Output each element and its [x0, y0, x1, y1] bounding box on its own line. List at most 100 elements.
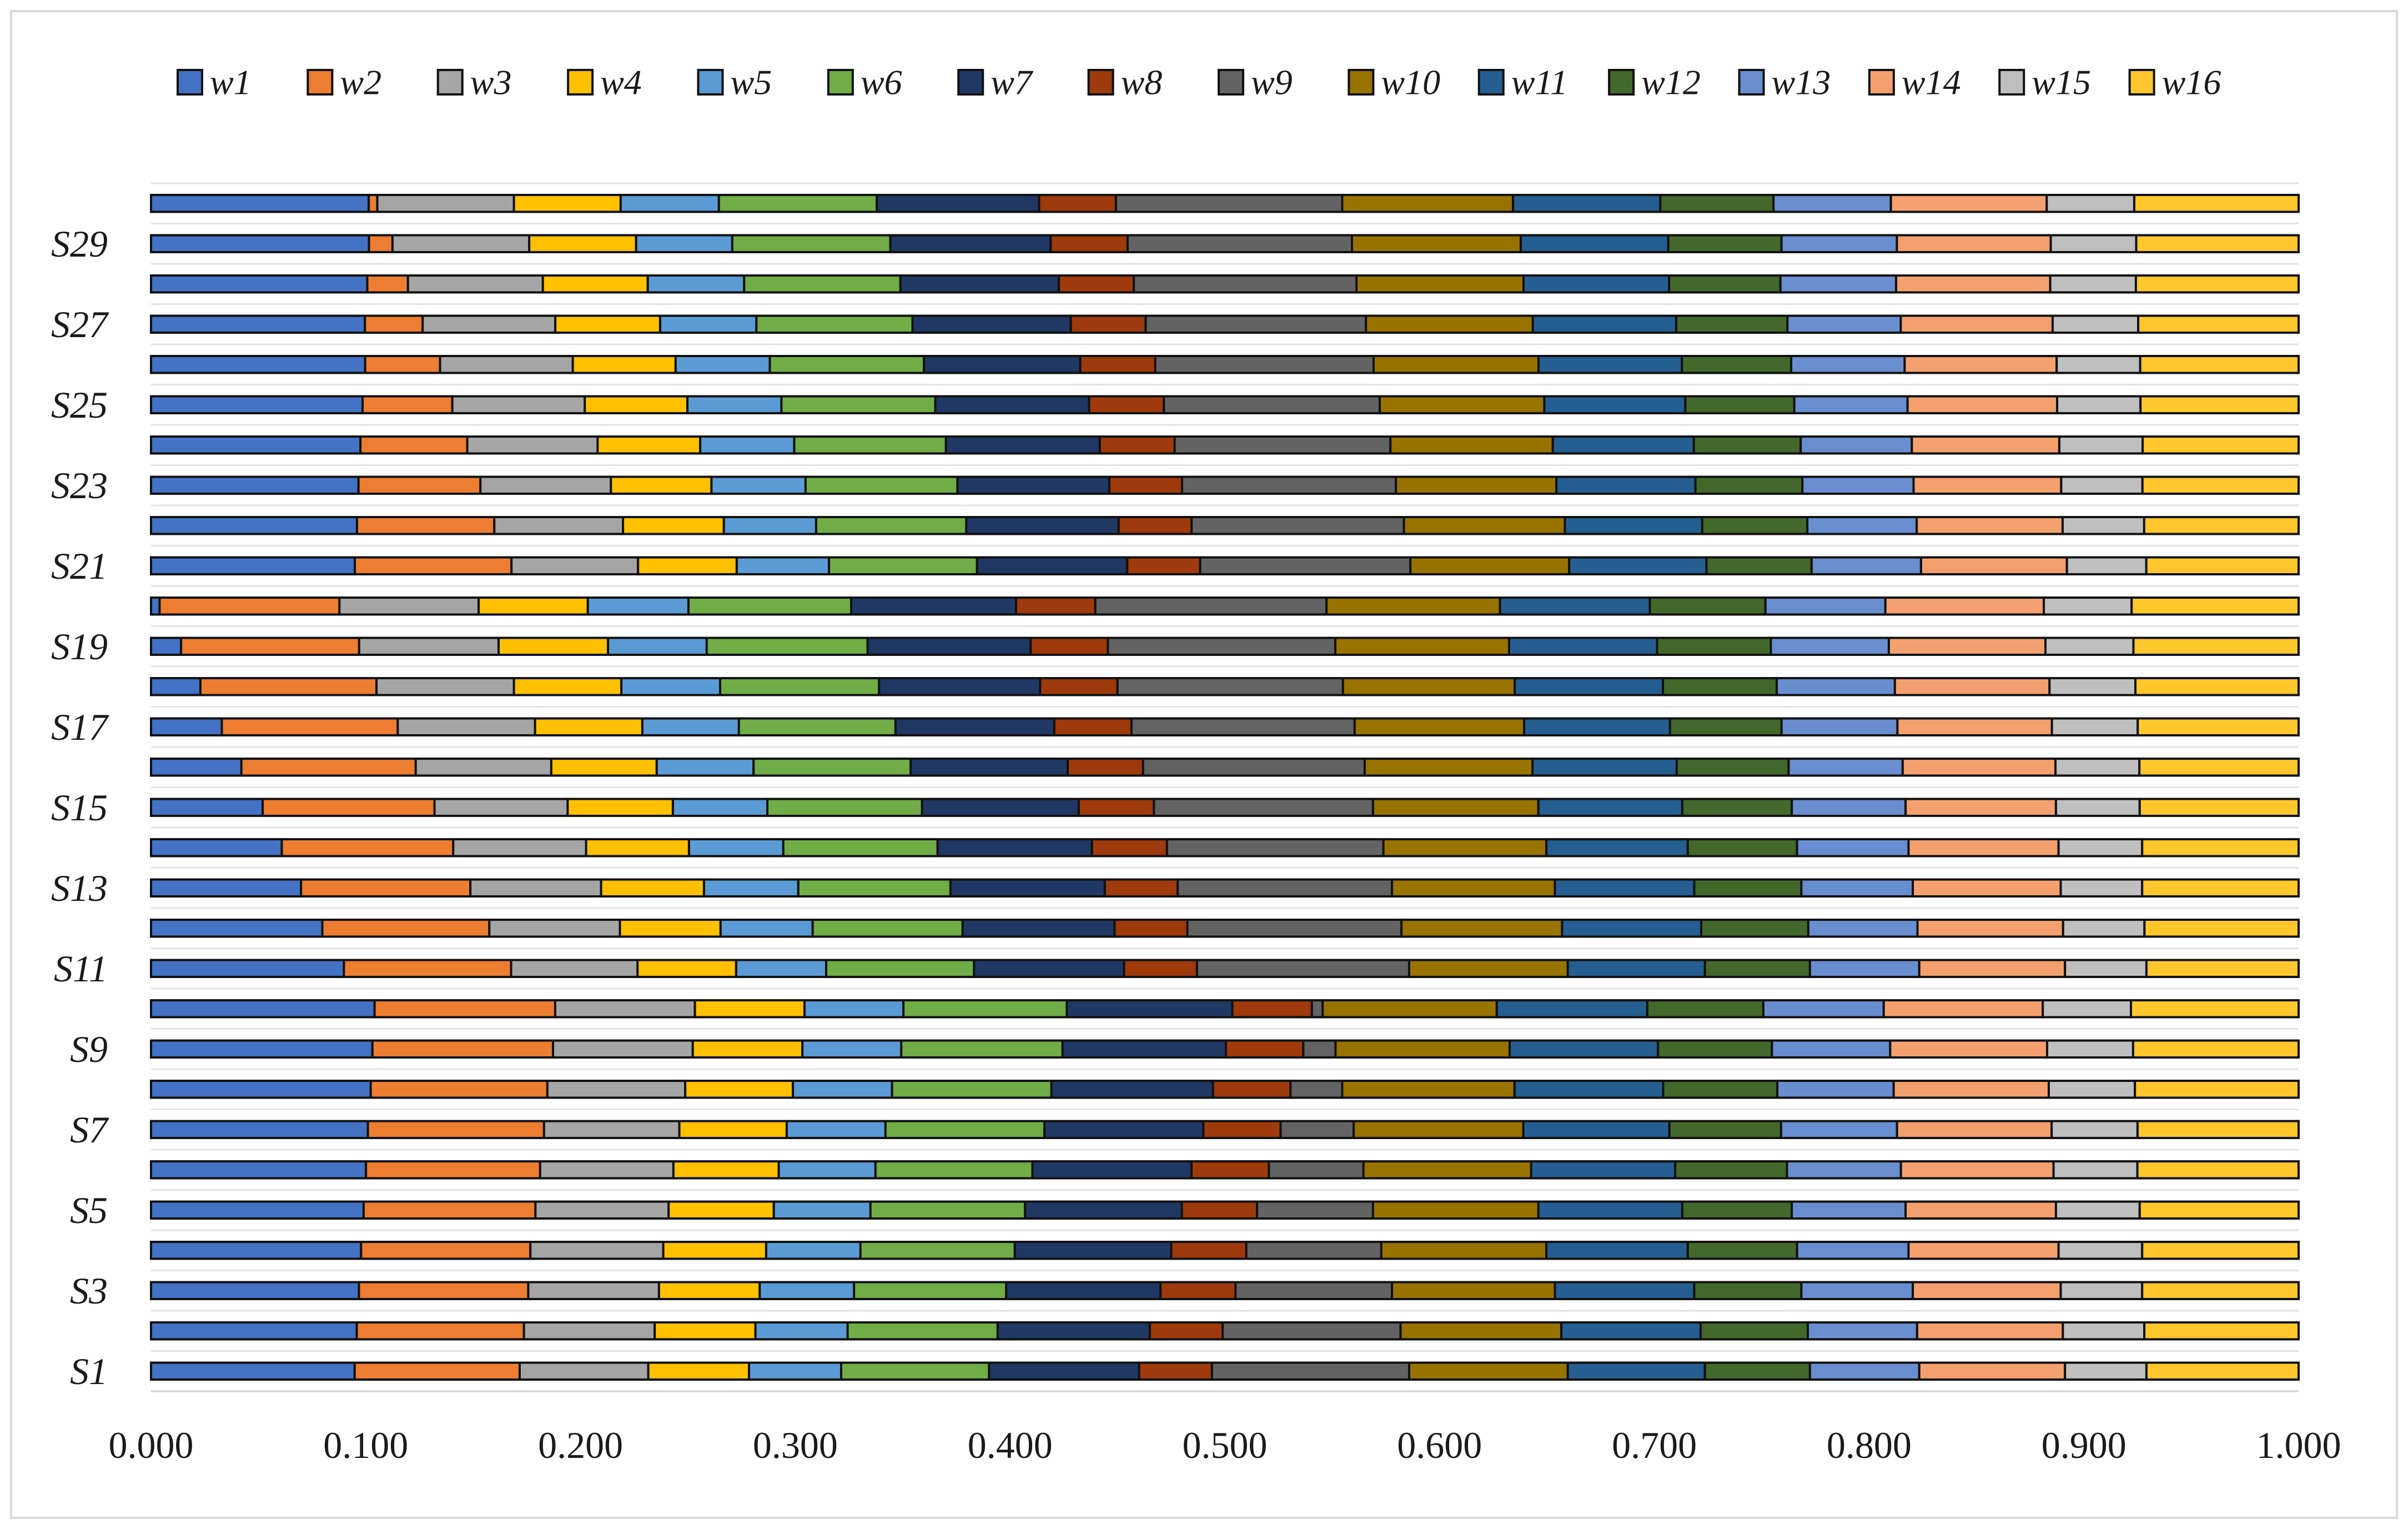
bar-segment-S4-w10: [1380, 1241, 1548, 1260]
bar-segment-S15-w11: [1537, 798, 1683, 817]
bar-segment-S8-w11: [1513, 1080, 1665, 1099]
bar-segment-S18-w12: [1662, 677, 1778, 696]
legend-item-w4: w4: [567, 63, 642, 102]
bar-segment-S9-w4: [691, 1039, 804, 1059]
bar-segment-S18-w7: [878, 677, 1042, 696]
bar-segment-S6-w10: [1362, 1160, 1532, 1180]
bar-segment-S17-w6: [737, 717, 897, 736]
bar-segment-S25-w14: [1906, 395, 2059, 414]
bar-segment-S4-w8: [1170, 1241, 1248, 1260]
bar-segment-S15-w6: [766, 798, 923, 817]
bar-segment-S1-w11: [1566, 1361, 1706, 1381]
bar-segment-S17-w15: [2050, 717, 2139, 736]
chart-frame: [10, 10, 2398, 1519]
bar-segment-S2-w15: [2062, 1321, 2146, 1341]
bar-segment-S3-w10: [1391, 1281, 1556, 1300]
bar-segment-S4-w14: [1907, 1241, 2060, 1260]
bar-segment-S27-w15: [2051, 314, 2140, 334]
bar-segment-S3-w1: [150, 1281, 360, 1300]
bar-segment-S19-w12: [1656, 636, 1772, 656]
bar-segment-S10-w13: [1762, 999, 1885, 1019]
bar-segment-S22-w6: [815, 516, 968, 535]
bar-segment-S28-w16: [2134, 274, 2300, 294]
legend-item-w10: w10: [1348, 63, 1440, 102]
bar-segment-S29-w4: [528, 234, 637, 253]
bar-segment-S5-w12: [1681, 1200, 1793, 1220]
bar-segment-S1-w13: [1808, 1361, 1921, 1381]
bar-segment-S11-w13: [1808, 959, 1921, 978]
legend-item-w13: w13: [1738, 63, 1831, 102]
bar-segment-S7-w12: [1668, 1120, 1782, 1139]
bar-segment-S14-w12: [1686, 838, 1798, 858]
bar-segment-S28-w7: [899, 274, 1060, 294]
bar-segment-S17-w12: [1668, 717, 1783, 736]
bar-segment-S28-w12: [1668, 274, 1782, 294]
bar-segment-S13-w7: [949, 878, 1106, 898]
bar-segment-S15-w5: [671, 798, 769, 817]
bar-segment-S27-w8: [1069, 314, 1147, 334]
bar-segment-S21-w4: [637, 556, 738, 575]
bar-segment-S22-w7: [965, 516, 1120, 535]
bar-segment-S26-w9: [1154, 355, 1375, 374]
legend-swatch: [1348, 69, 1375, 96]
bar-segment-S1-w14: [1918, 1361, 2067, 1381]
bar-segment-S25-w10: [1379, 395, 1546, 414]
bar-segment-S21-w11: [1568, 556, 1708, 575]
bar-segment-S1-w8: [1138, 1361, 1213, 1381]
bar-segment-S12-w8: [1113, 919, 1189, 938]
bar-segment-S16-w15: [2054, 758, 2141, 777]
bar-segment-S22-w2: [355, 516, 496, 535]
bar-segment-S1-w1: [150, 1361, 356, 1381]
bar-segment-S17-w13: [1780, 717, 1899, 736]
bar-segment-S23-w10: [1395, 475, 1558, 495]
bar-segment-S25-w15: [2056, 395, 2142, 414]
bar-segment-S29-w9: [1126, 234, 1354, 253]
bar-segment-S23-w1: [150, 475, 360, 495]
bar-segment-S18-w4: [512, 677, 623, 696]
bar-segment-S18-w15: [2048, 677, 2137, 696]
legend-label: w3: [470, 63, 512, 102]
bar-segment-S3-w5: [758, 1281, 856, 1300]
bar-segment-S26-w16: [2139, 355, 2300, 374]
bar-segment-S29-w12: [1667, 234, 1783, 253]
bar-segment-S7-w10: [1353, 1120, 1525, 1139]
legend-item-w14: w14: [1868, 63, 1961, 102]
bar-segment-S12-w14: [1916, 919, 2064, 938]
bar-segment-S14-w5: [687, 838, 785, 858]
bar-segment-S4-w1: [150, 1241, 363, 1260]
bar-segment-S7-w5: [785, 1120, 887, 1139]
bar-segment-S15-w14: [1904, 798, 2057, 817]
bar-segment-S20-w11: [1499, 596, 1651, 616]
bar-segment-S27-w16: [2137, 314, 2300, 334]
bar-segment-S5-w15: [2054, 1200, 2141, 1220]
bar-segment-S2-w7: [996, 1321, 1151, 1341]
bar-segment-S19-w4: [497, 636, 610, 656]
legend-swatch: [1738, 69, 1765, 96]
bar-segment-S3-w9: [1234, 1281, 1394, 1300]
bar-segment-S8-w8: [1211, 1080, 1292, 1099]
bar-segment-S24-w7: [944, 435, 1101, 455]
bar-segment-S19-w5: [607, 636, 708, 656]
bar-segment-S6-w11: [1530, 1160, 1677, 1180]
bar-segment-S12-w13: [1807, 919, 1919, 938]
bar-segment-S16-w6: [752, 758, 912, 777]
bar-segment-S14-w11: [1545, 838, 1689, 858]
bar-segment-S12-w12: [1700, 919, 1809, 938]
bar-segment-S20-w6: [687, 596, 853, 616]
legend-label: w10: [1381, 63, 1440, 102]
bar-segment-S3-w13: [1800, 1281, 1914, 1300]
bar-segment-S11-w16: [2145, 959, 2300, 978]
legend-label: w1: [210, 63, 252, 102]
bar-segment-S4-w15: [2057, 1241, 2144, 1260]
bar-segment-S18-w13: [1776, 677, 1896, 696]
bar-segment-S24-w6: [793, 435, 947, 455]
bar-segment-S9-w6: [900, 1039, 1064, 1059]
bar-segment-S2-w13: [1806, 1321, 1918, 1341]
bar-segment-S29-w6: [731, 234, 892, 253]
bar-segment-S2-w10: [1399, 1321, 1563, 1341]
bar-segment-S19-w2: [180, 636, 360, 656]
bar-segment-S3-w15: [2059, 1281, 2144, 1300]
y-tick-label: S23: [51, 464, 108, 507]
bar-segment-S23-w12: [1694, 475, 1804, 495]
bar-segment-S17-w3: [396, 717, 536, 736]
